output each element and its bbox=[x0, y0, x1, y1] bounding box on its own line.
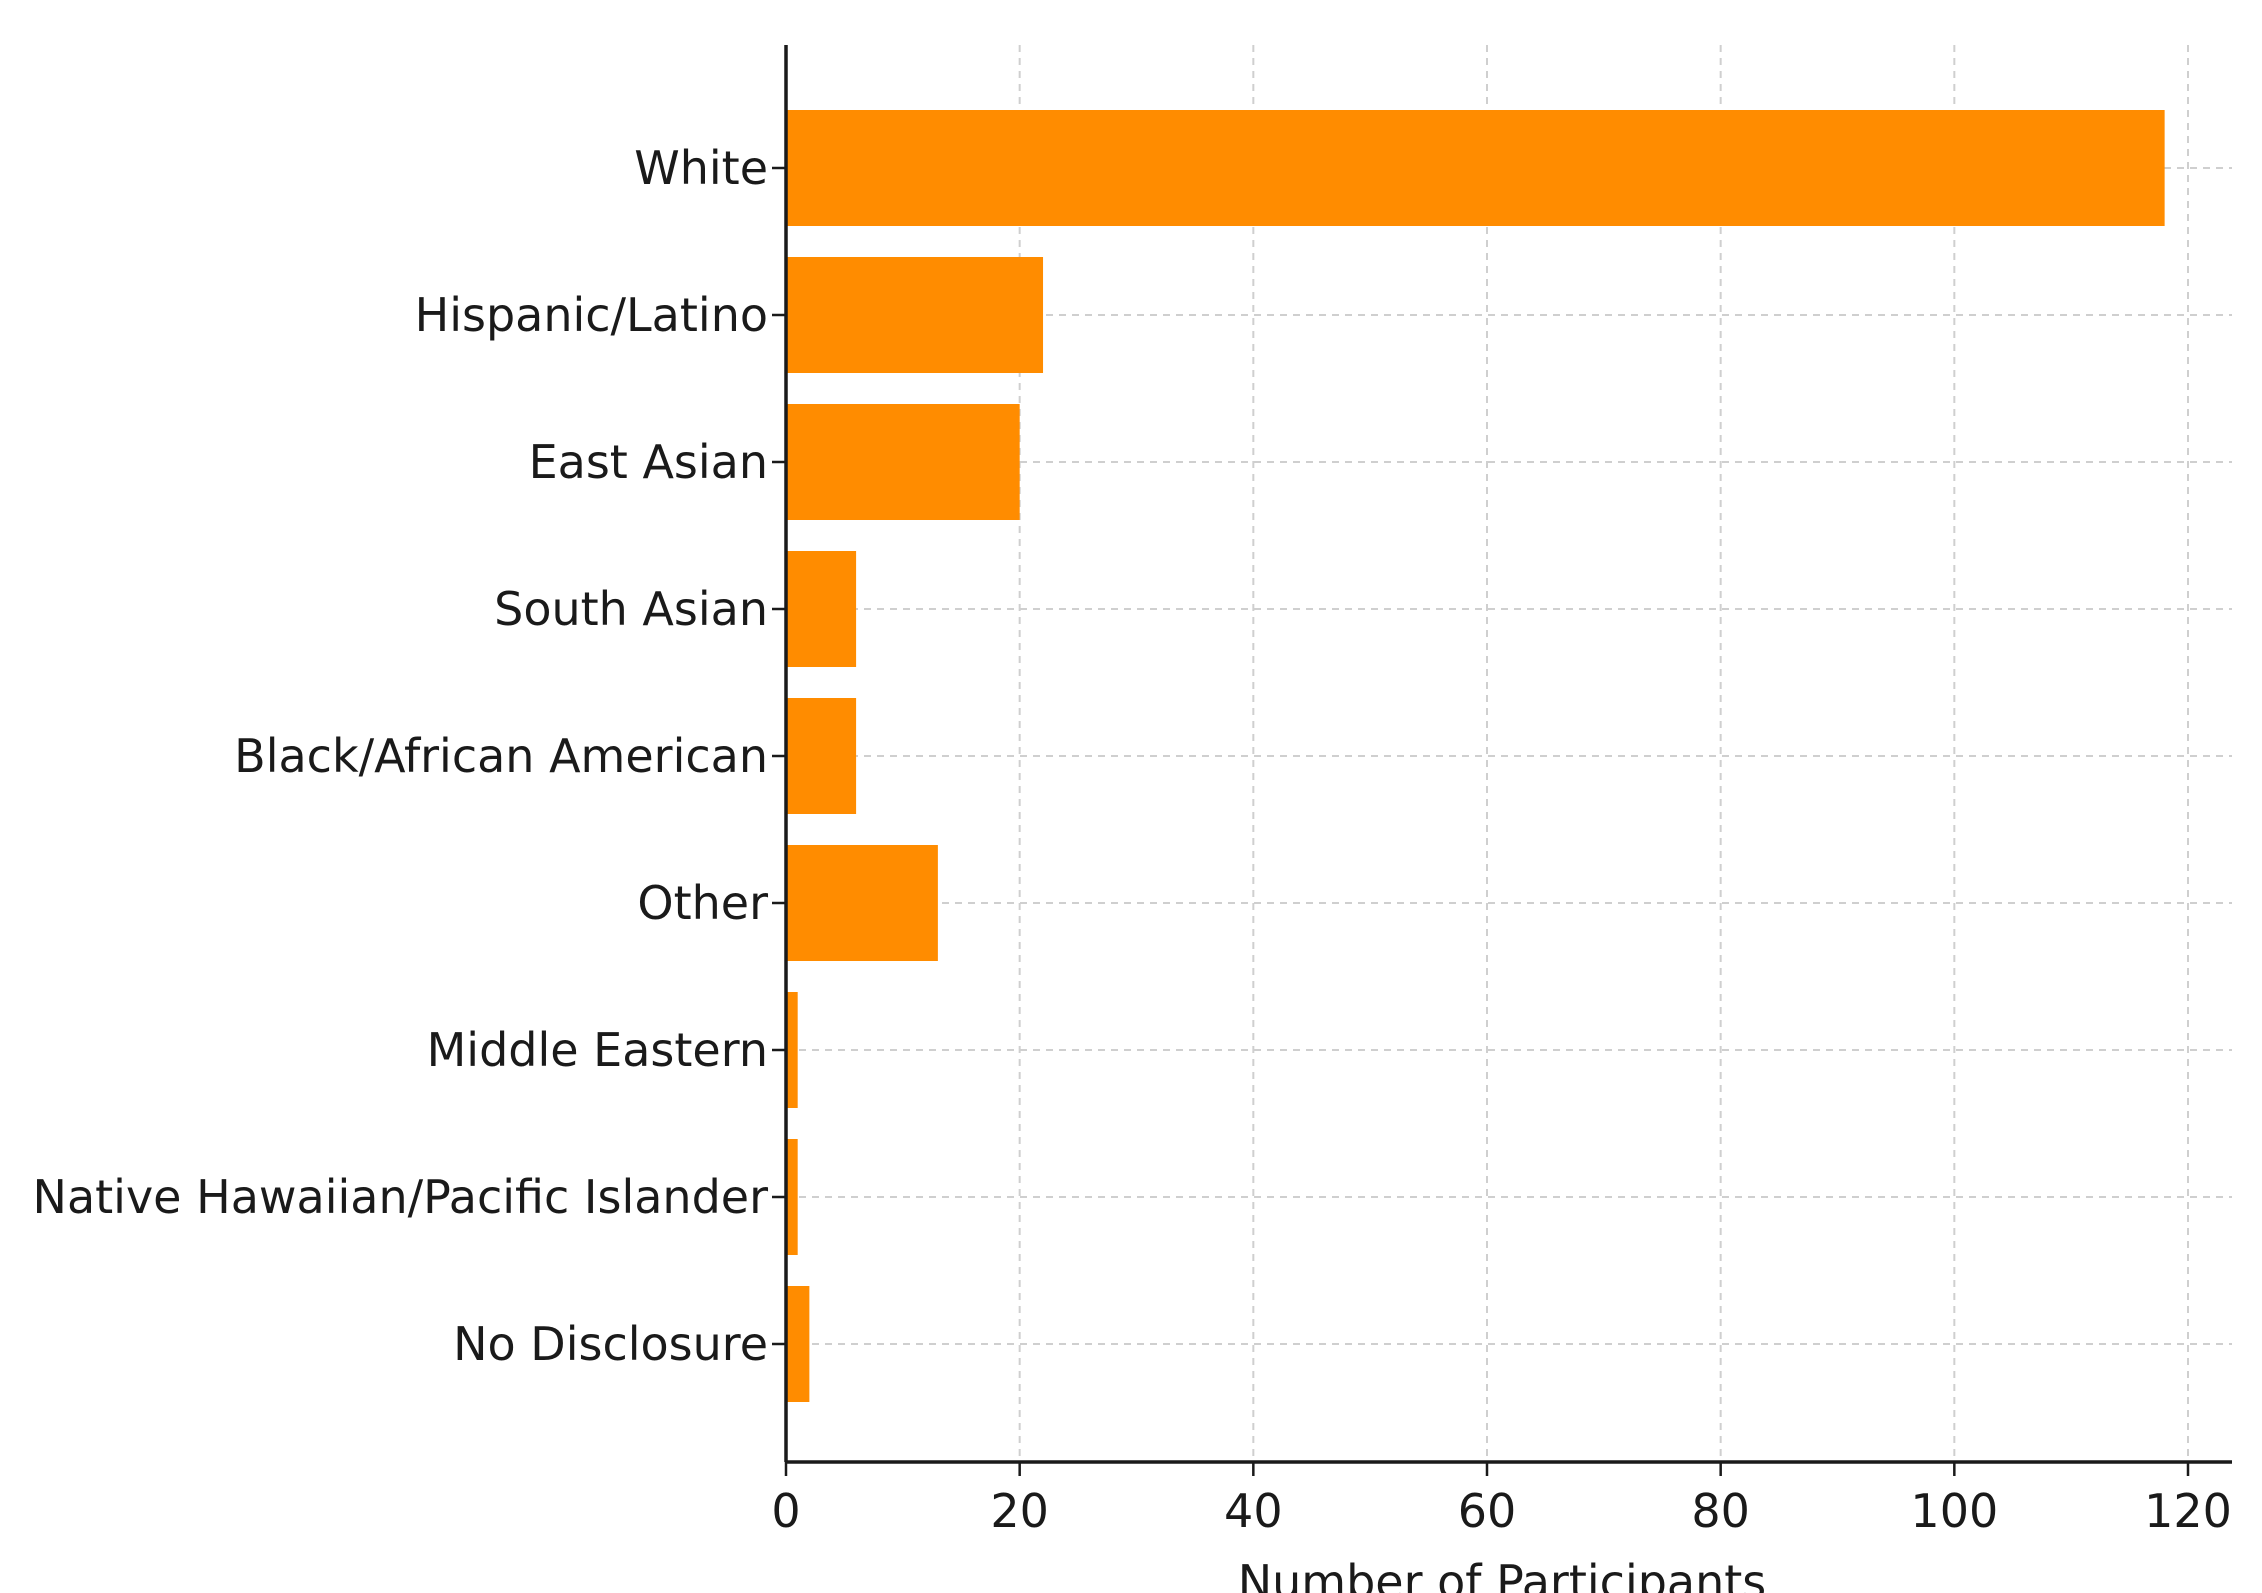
y-tick-label: Middle Eastern bbox=[427, 1023, 768, 1077]
y-tick-label: Native Hawaiian/Pacific Islander bbox=[33, 1170, 769, 1224]
bar bbox=[786, 110, 2165, 226]
bar bbox=[786, 1139, 798, 1255]
bar bbox=[786, 551, 857, 667]
y-tick-label: White bbox=[634, 141, 768, 195]
x-tick-label: 40 bbox=[1224, 1484, 1283, 1538]
y-tick-label: Black/African American bbox=[234, 729, 768, 783]
y-tick-label: No Disclosure bbox=[453, 1317, 768, 1371]
bar bbox=[786, 404, 1020, 520]
y-tick-label: Hispanic/Latino bbox=[415, 288, 768, 342]
x-axis-title: Number of Participants bbox=[1238, 1555, 1767, 1593]
bar bbox=[786, 1286, 810, 1402]
bar bbox=[786, 845, 938, 961]
x-tick-label: 120 bbox=[2144, 1484, 2232, 1538]
bar bbox=[786, 992, 798, 1108]
axes bbox=[784, 45, 2232, 1464]
bars bbox=[786, 110, 2165, 1402]
y-tick-label: South Asian bbox=[494, 582, 768, 636]
x-tick-label: 60 bbox=[1458, 1484, 1517, 1538]
y-tick-label: Other bbox=[637, 876, 768, 930]
x-tick-label: 80 bbox=[1691, 1484, 1750, 1538]
x-tick-label: 0 bbox=[771, 1484, 800, 1538]
x-tick-label: 20 bbox=[990, 1484, 1049, 1538]
x-tick-label: 100 bbox=[1910, 1484, 1998, 1538]
bar bbox=[786, 698, 857, 814]
bar bbox=[786, 257, 1044, 373]
y-tick-labels: White Hispanic/Latino East Asian South Asia… bbox=[33, 141, 786, 1371]
y-tick-label: East Asian bbox=[529, 435, 768, 489]
x-tick-labels: 0 20 40 60 80 100 120 bbox=[771, 1462, 2232, 1538]
